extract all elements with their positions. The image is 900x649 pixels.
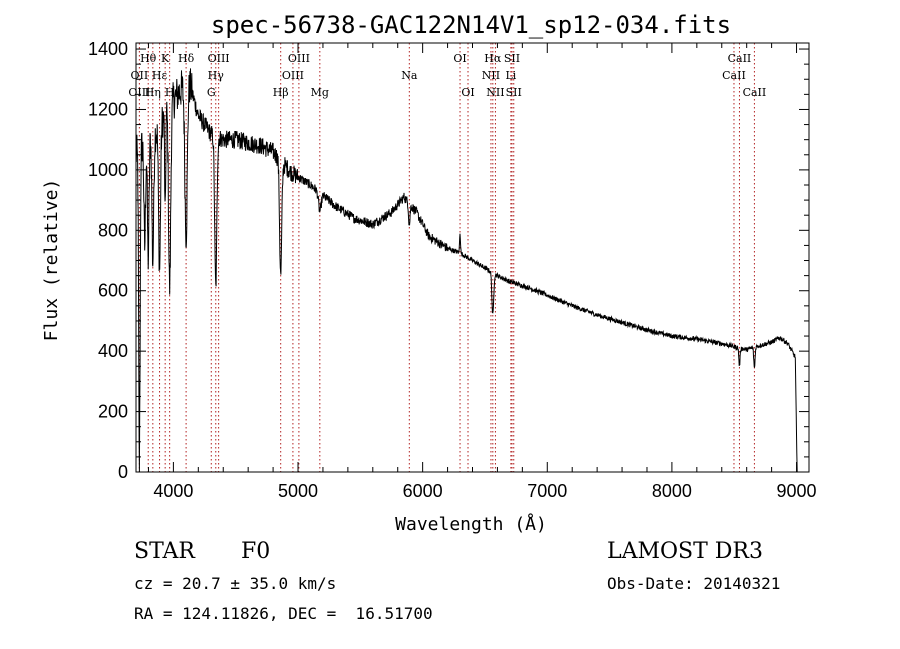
x-tick-label: 9000	[777, 481, 817, 501]
line-marker-label: CaII	[728, 52, 752, 65]
y-tick-label: 200	[98, 402, 128, 422]
line-marker-label: H	[165, 86, 175, 99]
x-tick-label: 4000	[153, 481, 193, 501]
y-axis: 0 200 400 600 800 1000 1200 1400	[88, 39, 809, 482]
line-marker-label: Hη	[145, 86, 161, 99]
line-marker-label: G	[207, 86, 216, 99]
y-tick-label: 800	[98, 220, 128, 240]
line-markers	[138, 43, 755, 472]
line-marker-label: CaII	[743, 86, 767, 99]
redshift-text: cz = 20.7 ± 35.0 km/s	[134, 574, 337, 593]
line-marker-label: Hα	[484, 52, 502, 65]
object-subclass: F0	[241, 539, 271, 564]
y-axis-label: Flux (relative)	[41, 179, 62, 342]
line-marker-label: OIII	[128, 86, 150, 99]
survey-name: LAMOST DR3	[607, 539, 763, 564]
line-marker-label: OII	[131, 69, 149, 82]
line-marker-label: Mg	[311, 86, 329, 99]
object-class: STAR	[134, 539, 195, 564]
line-marker-label: Na	[401, 69, 418, 82]
line-marker-label: OI	[461, 86, 474, 99]
line-marker-label: OIII	[208, 52, 230, 65]
y-tick-label: 1200	[88, 99, 128, 119]
line-marker-label: Li	[505, 69, 516, 82]
line-marker-label: OIII	[282, 69, 304, 82]
obs-date-text: Obs-Date: 20140321	[607, 574, 781, 593]
y-tick-label: 1000	[88, 160, 128, 180]
x-tick-label: 7000	[527, 481, 567, 501]
y-tick-label: 0	[118, 462, 128, 482]
line-marker-label: Hθ	[140, 52, 157, 65]
line-marker-label: OIII	[288, 52, 310, 65]
y-tick-label: 1400	[88, 39, 128, 59]
line-marker-label: NII	[482, 69, 500, 82]
spectrum-chart: spec-56738-GAC122N14V1_sp12-034.fits Hθ O…	[41, 11, 817, 535]
line-marker-label: Hβ	[273, 86, 289, 99]
x-tick-label: 6000	[403, 481, 443, 501]
line-marker-label: CaII	[722, 69, 746, 82]
line-marker-label: OI	[453, 52, 466, 65]
line-marker-label: SII	[506, 86, 522, 99]
y-tick-label: 400	[98, 341, 128, 361]
coordinates-text: RA = 124.11826, DEC = 16.51700	[134, 604, 433, 623]
line-marker-label: Hε	[152, 69, 168, 82]
line-marker-label: Hγ	[208, 69, 225, 82]
x-axis: 4000 5000 6000 7000 8000 9000	[147, 43, 817, 501]
plot-frame	[135, 42, 810, 473]
line-marker-label: NII	[486, 86, 504, 99]
chart-title: spec-56738-GAC122N14V1_sp12-034.fits	[211, 11, 731, 39]
spectrum-line	[135, 68, 798, 473]
line-marker-label: Hδ	[178, 52, 195, 65]
line-marker-label: K	[161, 52, 170, 65]
y-tick-label: 600	[98, 281, 128, 301]
line-marker-label: SII	[504, 52, 520, 65]
x-tick-label: 5000	[278, 481, 318, 501]
x-axis-label: Wavelength (Å)	[395, 513, 547, 535]
x-tick-label: 8000	[652, 481, 692, 501]
